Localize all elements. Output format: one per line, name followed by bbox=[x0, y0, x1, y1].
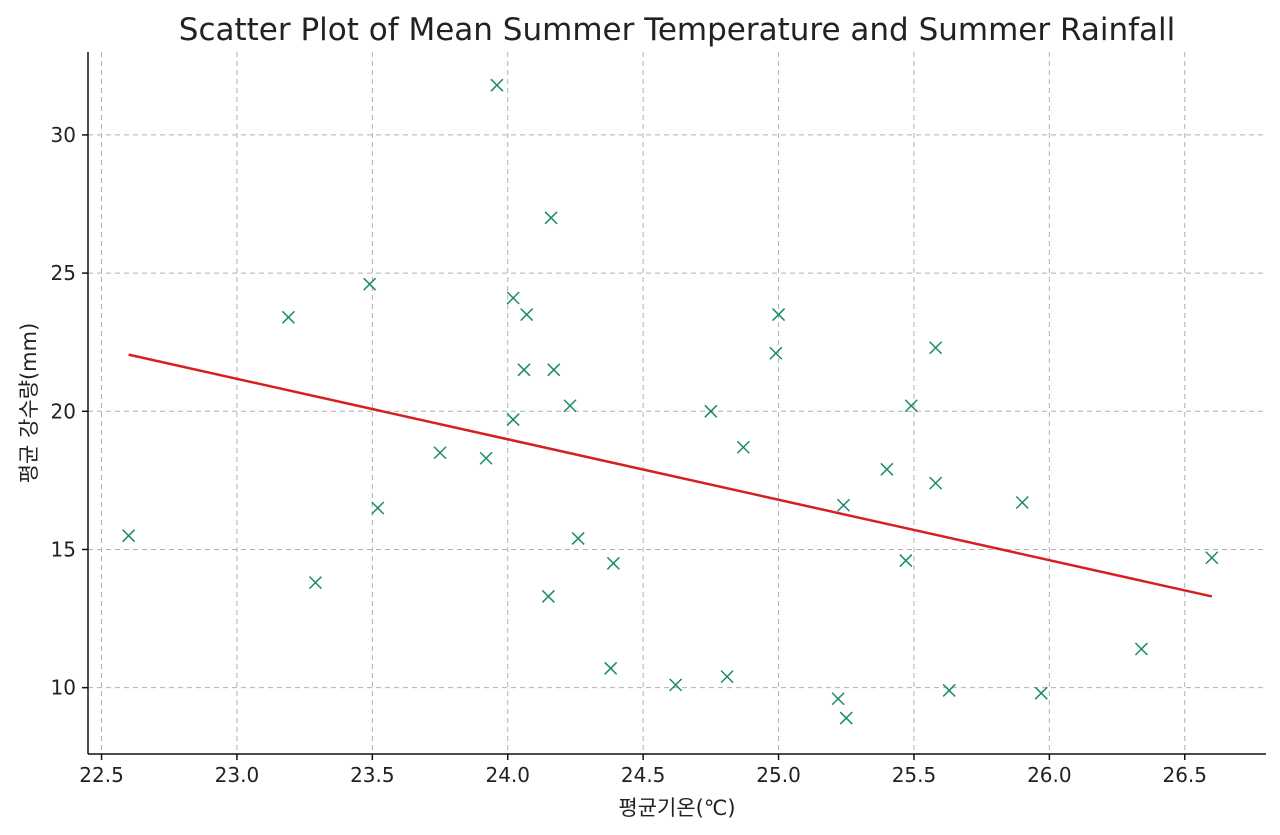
x-tick-label: 24.0 bbox=[485, 763, 530, 787]
data-point bbox=[904, 399, 918, 413]
data-point bbox=[281, 310, 295, 324]
trend-line bbox=[128, 353, 1213, 598]
x-tick-label: 22.5 bbox=[79, 763, 124, 787]
x-axis-label: 평균기온(℃) bbox=[618, 796, 735, 820]
data-point bbox=[929, 341, 943, 355]
data-point bbox=[929, 476, 943, 490]
grid bbox=[88, 52, 1266, 754]
data-point bbox=[490, 78, 504, 92]
data-point bbox=[837, 498, 851, 512]
ticks: 22.5 23.0 23.5 24.0 24.5 25.0 25.5 26.0 26.5 10 15… bbox=[51, 123, 1207, 787]
x-tick-label: 26.0 bbox=[1027, 763, 1072, 787]
data-point bbox=[899, 554, 913, 568]
data-point bbox=[479, 451, 493, 465]
data-point bbox=[736, 440, 750, 454]
data-point bbox=[517, 363, 531, 377]
x-tick-label: 26.5 bbox=[1162, 763, 1207, 787]
trendline-layer bbox=[128, 353, 1213, 598]
x-tick-label: 25.0 bbox=[756, 763, 801, 787]
y-tick-label: 10 bbox=[51, 676, 76, 700]
y-tick-label: 20 bbox=[51, 399, 76, 423]
data-point bbox=[1134, 642, 1148, 656]
x-tick-label: 23.0 bbox=[215, 763, 260, 787]
points-layer bbox=[122, 78, 1219, 725]
data-point bbox=[772, 308, 786, 322]
data-point bbox=[433, 446, 447, 460]
data-point bbox=[506, 413, 520, 427]
y-tick-label: 30 bbox=[51, 123, 76, 147]
data-point bbox=[541, 589, 555, 603]
data-point bbox=[1015, 495, 1029, 510]
data-point bbox=[942, 683, 956, 697]
data-point bbox=[831, 692, 845, 706]
y-tick-label: 15 bbox=[51, 537, 76, 561]
data-point bbox=[520, 308, 534, 322]
data-point bbox=[769, 346, 783, 360]
data-point bbox=[880, 462, 894, 476]
x-tick-label: 24.5 bbox=[621, 763, 666, 787]
data-point bbox=[606, 556, 620, 570]
chart-title: Scatter Plot of Mean Summer Temperature … bbox=[179, 12, 1175, 48]
data-point bbox=[839, 711, 853, 725]
data-point bbox=[544, 211, 558, 225]
data-point bbox=[506, 291, 520, 305]
x-tick-label: 25.5 bbox=[892, 763, 937, 787]
data-point bbox=[1034, 686, 1048, 700]
data-point bbox=[571, 531, 585, 545]
y-axis-label: 평균 강수량(mm) bbox=[17, 323, 41, 484]
data-point bbox=[363, 277, 377, 291]
y-tick-label: 25 bbox=[51, 261, 76, 285]
data-point bbox=[1205, 551, 1219, 565]
data-point bbox=[122, 529, 136, 543]
data-point bbox=[308, 576, 323, 590]
data-point bbox=[704, 404, 718, 418]
data-point bbox=[563, 399, 577, 413]
data-point bbox=[547, 363, 561, 377]
data-point bbox=[720, 670, 734, 684]
x-tick-label: 23.5 bbox=[350, 763, 395, 787]
data-point bbox=[371, 501, 385, 515]
data-point bbox=[669, 678, 683, 692]
data-point bbox=[604, 661, 618, 675]
